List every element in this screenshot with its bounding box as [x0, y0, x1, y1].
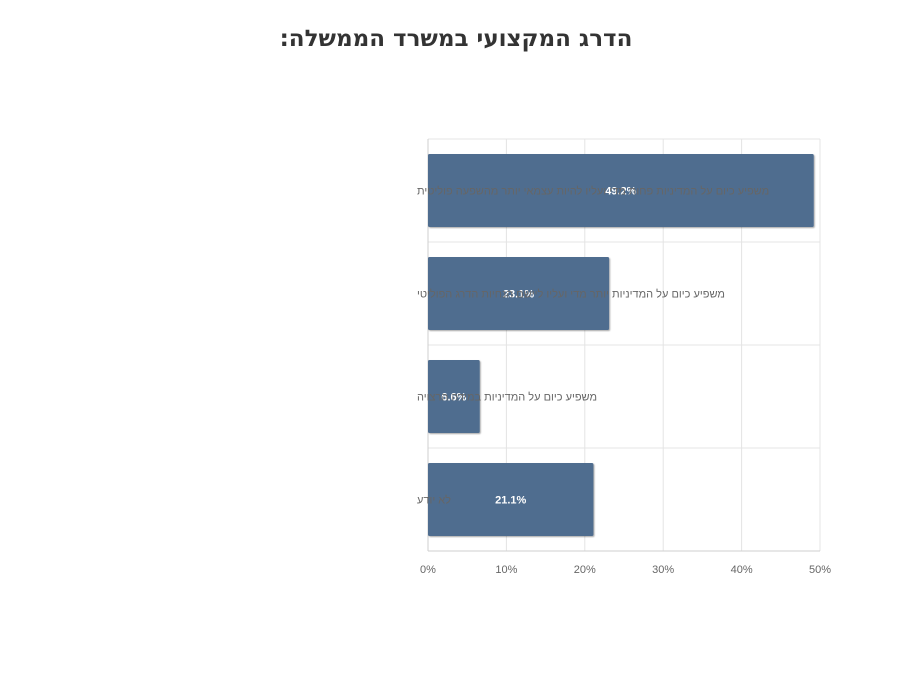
- bar[interactable]: [428, 257, 610, 330]
- data-label: 23.1%: [503, 289, 534, 301]
- x-tick-label: 10%: [495, 564, 517, 576]
- category-label: משפיע כיום על המדיניות במידה הרצויה: [417, 391, 597, 404]
- bar[interactable]: [428, 360, 480, 433]
- x-tick-label: 20%: [574, 564, 596, 576]
- category-label: משפיע כיום על המדיניות פחות מדי ועליו לה…: [417, 185, 769, 198]
- data-label: 49.2%: [605, 186, 636, 198]
- chart-title: הדרג המקצועי במשרד הממשלה:: [279, 26, 633, 52]
- bar[interactable]: [428, 463, 594, 536]
- x-tick-label: 0%: [420, 564, 436, 576]
- x-tick-label: 30%: [652, 564, 674, 576]
- bar[interactable]: [428, 154, 814, 227]
- category-label: לא יודע: [417, 494, 451, 507]
- x-tick-label: 40%: [731, 564, 753, 576]
- data-label: 21.1%: [495, 495, 526, 507]
- data-label: 6.6%: [441, 392, 466, 404]
- x-tick-label: 50%: [809, 564, 831, 576]
- category-label: משפיע כיום על המדיניות יותר מדי ועליו לי…: [417, 288, 725, 301]
